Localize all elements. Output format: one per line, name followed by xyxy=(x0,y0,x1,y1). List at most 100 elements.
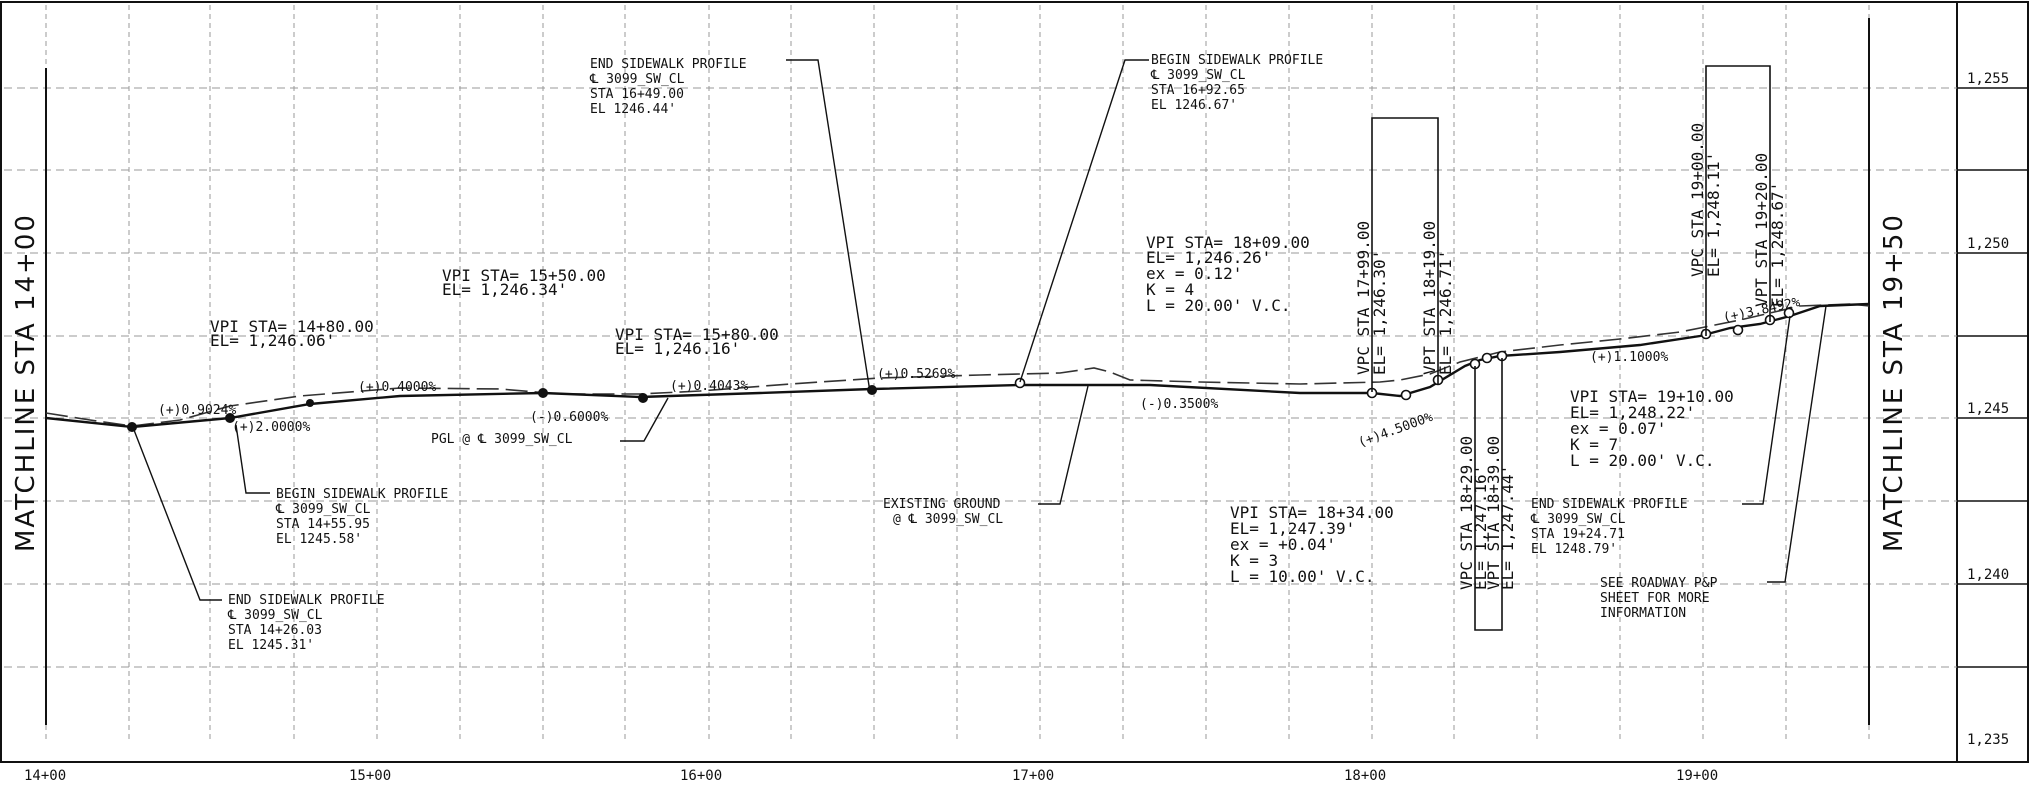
station-label: 15+00 xyxy=(349,768,391,784)
svg-text:VPI STA= 18+34.00: VPI STA= 18+34.00 xyxy=(1230,503,1394,522)
svg-text:℄ 3099_SW_CL: ℄ 3099_SW_CL xyxy=(1150,68,1246,83)
elevation-ticks xyxy=(1957,87,2029,668)
matchline-right-label: MATCHLINE STA 19+50 xyxy=(1879,213,1909,552)
grade-label: (+)2.0000% xyxy=(232,420,310,435)
proposed-grade-line xyxy=(45,302,1870,429)
svg-text:EL= 1,248.11': EL= 1,248.11' xyxy=(1704,152,1723,277)
vpi-note-1910: VPI STA= 19+10.00 EL= 1,248.22' ex = 0.0… xyxy=(1570,387,1734,470)
elevation-label: 1,250 xyxy=(1967,236,2009,252)
svg-text:EL 1246.44': EL 1246.44' xyxy=(590,102,676,117)
svg-text:EL= 1,247.44': EL= 1,247.44' xyxy=(1498,465,1517,590)
svg-text:VPI STA= 15+80.00: VPI STA= 15+80.00 xyxy=(615,325,779,344)
svg-text:BEGIN SIDEWALK PROFILE: BEGIN SIDEWALK PROFILE xyxy=(276,487,448,502)
svg-text:EL= 1,246.71': EL= 1,246.71' xyxy=(1436,250,1455,375)
vpi-note-1834: VPI STA= 18+34.00 EL= 1,247.39' ex = +0.… xyxy=(1230,503,1394,586)
svg-text:EL= 1,246.26': EL= 1,246.26' xyxy=(1146,248,1271,267)
svg-text:℄ 3099_SW_CL: ℄ 3099_SW_CL xyxy=(589,72,685,87)
svg-text:EL= 1,248.22': EL= 1,248.22' xyxy=(1570,403,1695,422)
existing-ground-note: EXISTING GROUND @ ℄ 3099_SW_CL xyxy=(883,497,1003,527)
svg-text:SEE ROADWAY P&P: SEE ROADWAY P&P xyxy=(1600,576,1718,591)
begin-sidewalk-note-1692: BEGIN SIDEWALK PROFILE ℄ 3099_SW_CL STA … xyxy=(1150,53,1323,113)
svg-text:EL 1248.79': EL 1248.79' xyxy=(1531,542,1617,557)
svg-text:EL= 1,246.06': EL= 1,246.06' xyxy=(210,331,335,350)
svg-text:EL 1246.67': EL 1246.67' xyxy=(1151,98,1237,113)
svg-text:VPT STA 19+20.00: VPT STA 19+20.00 xyxy=(1752,153,1771,307)
station-label: 14+00 xyxy=(24,768,66,784)
svg-text:EL= 1,246.16': EL= 1,246.16' xyxy=(615,339,740,358)
grade-label: (-)0.3500% xyxy=(1140,397,1218,412)
svg-text:STA 19+24.71: STA 19+24.71 xyxy=(1531,527,1625,542)
begin-sidewalk-note-1455: BEGIN SIDEWALK PROFILE ℄ 3099_SW_CL STA … xyxy=(275,487,448,547)
vpi-note-1809: VPI STA= 18+09.00 EL= 1,246.26' ex = 0.1… xyxy=(1146,233,1310,315)
svg-text:K = 4: K = 4 xyxy=(1146,280,1194,299)
svg-text:ex = 0.07': ex = 0.07' xyxy=(1570,419,1666,438)
elevation-axis: 1,255 1,250 1,245 1,240 1,235 xyxy=(1967,71,2009,748)
sheet-border xyxy=(0,1,2029,763)
svg-text:℄ 3099_SW_CL: ℄ 3099_SW_CL xyxy=(227,608,323,623)
elevation-label: 1,245 xyxy=(1967,401,2009,417)
grade-label: (+)0.5269% xyxy=(877,367,955,382)
elevation-label: 1,240 xyxy=(1967,567,2009,583)
svg-text:STA 14+55.95: STA 14+55.95 xyxy=(276,517,370,532)
svg-text:EL= 1,247.39': EL= 1,247.39' xyxy=(1230,519,1355,538)
svg-text:ex = 0.12': ex = 0.12' xyxy=(1146,264,1242,283)
end-sidewalk-note-1649: END SIDEWALK PROFILE ℄ 3099_SW_CL STA 16… xyxy=(589,57,747,117)
matchline-left-label: MATCHLINE STA 14+00 xyxy=(11,213,41,552)
svg-text:VPC STA 19+00.00: VPC STA 19+00.00 xyxy=(1688,123,1707,277)
grade-label: (+)4.5000% xyxy=(1356,410,1435,451)
svg-text:STA 16+49.00: STA 16+49.00 xyxy=(590,87,684,102)
station-label: 19+00 xyxy=(1676,768,1718,784)
svg-text:@ ℄ 3099_SW_CL: @ ℄ 3099_SW_CL xyxy=(893,512,1003,527)
svg-text:ex = +0.04': ex = +0.04' xyxy=(1230,535,1336,554)
see-roadway-note: SEE ROADWAY P&P SHEET FOR MORE INFORMATI… xyxy=(1600,576,1718,621)
svg-text:EL= 1,246.30': EL= 1,246.30' xyxy=(1370,250,1389,375)
svg-text:L = 20.00' V.C.: L = 20.00' V.C. xyxy=(1146,296,1291,315)
end-sidewalk-note-1924: END SIDEWALK PROFILE ℄ 3099_SW_CL STA 19… xyxy=(1530,497,1688,557)
grade-label: (+)1.1000% xyxy=(1590,350,1668,365)
station-axis: 14+00 15+00 16+00 17+00 18+00 19+00 xyxy=(24,768,1718,784)
svg-text:EL= 1,247.16': EL= 1,247.16' xyxy=(1471,465,1490,590)
grade-labels: (+)0.9024% (+)2.0000% (+)0.4000% (-)0.60… xyxy=(158,295,1802,451)
svg-text:EL 1245.58': EL 1245.58' xyxy=(276,532,362,547)
svg-text:EXISTING GROUND: EXISTING GROUND xyxy=(883,497,1001,512)
vertical-curve-brackets xyxy=(1371,65,1771,631)
elevation-label: 1,235 xyxy=(1967,732,2009,748)
svg-text:L = 20.00' V.C.: L = 20.00' V.C. xyxy=(1570,451,1715,470)
vpi-note-1580: VPI STA= 15+80.00 EL= 1,246.16' xyxy=(615,325,779,358)
svg-text:VPI STA= 18+09.00: VPI STA= 18+09.00 xyxy=(1146,233,1310,252)
vpi-note-1480: VPI STA= 14+80.00 EL= 1,246.06' xyxy=(210,317,374,350)
svg-text:VPT STA 18+19.00: VPT STA 18+19.00 xyxy=(1420,221,1439,375)
svg-text:VPC STA 18+29.00: VPC STA 18+29.00 xyxy=(1457,436,1476,590)
end-sidewalk-note-1426: END SIDEWALK PROFILE ℄ 3099_SW_CL STA 14… xyxy=(227,593,385,653)
svg-text:L = 10.00' V.C.: L = 10.00' V.C. xyxy=(1230,567,1375,586)
grade-label: (+)0.4000% xyxy=(358,380,436,395)
grade-label: (+)0.4043% xyxy=(670,379,748,394)
svg-text:EL= 1,248.67': EL= 1,248.67' xyxy=(1768,182,1787,307)
svg-text:END SIDEWALK PROFILE: END SIDEWALK PROFILE xyxy=(1531,497,1688,512)
grade-label: (+)0.9024% xyxy=(158,403,236,418)
station-label: 17+00 xyxy=(1012,768,1054,784)
grade-label: (-)0.6000% xyxy=(530,410,608,425)
svg-text:INFORMATION: INFORMATION xyxy=(1600,606,1686,621)
svg-text:SHEET FOR MORE: SHEET FOR MORE xyxy=(1600,591,1710,606)
svg-text:VPI STA= 19+10.00: VPI STA= 19+10.00 xyxy=(1570,387,1734,406)
svg-text:VPI STA= 14+80.00: VPI STA= 14+80.00 xyxy=(210,317,374,336)
svg-text:℄ 3099_SW_CL: ℄ 3099_SW_CL xyxy=(275,502,371,517)
station-label: 18+00 xyxy=(1344,768,1386,784)
svg-text:VPC STA 17+99.00: VPC STA 17+99.00 xyxy=(1354,221,1373,375)
svg-text:VPT STA 18+39.00: VPT STA 18+39.00 xyxy=(1484,436,1503,590)
svg-text:VPI STA= 15+50.00: VPI STA= 15+50.00 xyxy=(442,266,606,285)
svg-text:BEGIN SIDEWALK PROFILE: BEGIN SIDEWALK PROFILE xyxy=(1151,53,1323,68)
existing-ground-line xyxy=(45,303,1870,427)
svg-text:℄ 3099_SW_CL: ℄ 3099_SW_CL xyxy=(1530,512,1626,527)
svg-text:STA 14+26.03: STA 14+26.03 xyxy=(228,623,322,638)
leader-lines xyxy=(133,59,1827,601)
svg-text:K = 7: K = 7 xyxy=(1570,435,1618,454)
svg-text:END SIDEWALK PROFILE: END SIDEWALK PROFILE xyxy=(590,57,747,72)
svg-text:EL 1245.31': EL 1245.31' xyxy=(228,638,314,653)
svg-text:EL= 1,246.34': EL= 1,246.34' xyxy=(442,280,567,299)
svg-text:K = 3: K = 3 xyxy=(1230,551,1278,570)
elevation-label: 1,255 xyxy=(1967,71,2009,87)
svg-text:END SIDEWALK PROFILE: END SIDEWALK PROFILE xyxy=(228,593,385,608)
